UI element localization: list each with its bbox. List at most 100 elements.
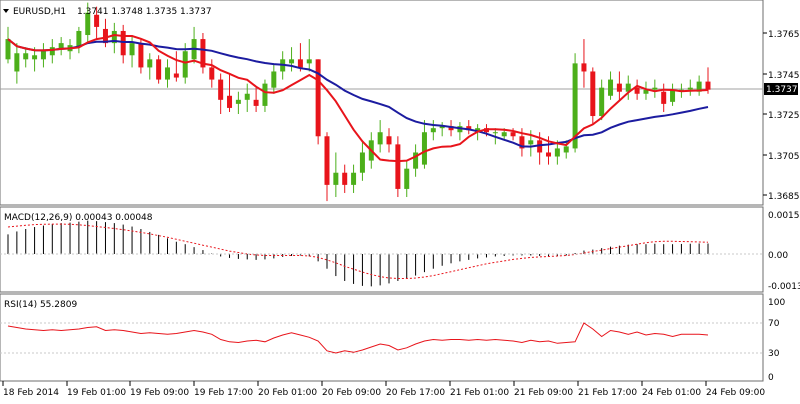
candle-body bbox=[76, 30, 82, 48]
candle-body bbox=[413, 152, 419, 169]
rsi-line bbox=[7, 322, 709, 354]
time-label: 24 Feb 09:00 bbox=[706, 388, 765, 398]
rsi-tick: 70 bbox=[768, 319, 780, 329]
candle-body bbox=[608, 79, 614, 96]
candle-body bbox=[271, 71, 277, 88]
candle-body bbox=[528, 140, 534, 145]
candle-body bbox=[359, 152, 365, 173]
time-label: 20 Feb 09:00 bbox=[322, 388, 381, 398]
triangle-down-icon[interactable] bbox=[3, 9, 9, 13]
current-price-tag bbox=[764, 83, 798, 95]
macd-tick: 0.00155 bbox=[768, 211, 800, 221]
macd-tick: 0.00 bbox=[768, 251, 788, 261]
candle-body bbox=[439, 126, 445, 129]
candle-body bbox=[510, 132, 516, 137]
time-label: 18 Feb 2014 bbox=[3, 388, 59, 398]
candle-body bbox=[546, 152, 552, 157]
candle-body bbox=[262, 83, 268, 106]
time-label: 21 Feb 17:00 bbox=[578, 388, 637, 398]
candle-body bbox=[173, 73, 179, 78]
candle-body bbox=[315, 59, 321, 137]
candle-body bbox=[138, 43, 144, 68]
rsi-tick: 0 bbox=[768, 373, 774, 383]
time-label: 20 Feb 17:00 bbox=[386, 388, 445, 398]
candle-body bbox=[342, 172, 348, 185]
candle-body bbox=[253, 99, 259, 106]
candle-body bbox=[164, 67, 170, 80]
candle-body bbox=[235, 99, 241, 104]
candle-body bbox=[581, 63, 587, 72]
candle-body bbox=[218, 79, 224, 100]
candle-body bbox=[324, 136, 330, 185]
current-price-value: 1.3737 bbox=[766, 85, 798, 95]
slow-moving-average-line bbox=[7, 38, 709, 148]
candle-body bbox=[102, 28, 108, 44]
candle-body bbox=[696, 81, 702, 92]
candle-body bbox=[351, 172, 357, 185]
candle-body bbox=[129, 43, 135, 56]
fast-moving-average-line bbox=[7, 33, 709, 163]
candle-body bbox=[200, 39, 206, 68]
time-label: 19 Feb 17:00 bbox=[194, 388, 253, 398]
candle-body bbox=[652, 87, 658, 90]
candle-body bbox=[32, 55, 38, 60]
price-tick: 1.3705 bbox=[768, 152, 800, 162]
candle-body bbox=[448, 126, 454, 131]
candle-body bbox=[670, 89, 676, 102]
candle-body bbox=[297, 59, 303, 68]
candle-body bbox=[616, 83, 622, 92]
price-tick: 1.3685 bbox=[768, 192, 800, 202]
time-label: 21 Feb 01:00 bbox=[450, 388, 509, 398]
candle-body bbox=[395, 144, 401, 189]
candle-body bbox=[111, 30, 117, 44]
candle-body bbox=[421, 132, 427, 165]
macd-pane[interactable] bbox=[0, 206, 764, 293]
ohlc-readout: 1.3741 1.3748 1.3735 1.3737 bbox=[77, 7, 212, 17]
candle-body bbox=[23, 53, 29, 60]
candle-body bbox=[5, 39, 11, 60]
candle-body bbox=[209, 67, 215, 80]
candle-body bbox=[492, 132, 498, 134]
candle-body bbox=[333, 172, 339, 185]
candle-body bbox=[430, 128, 436, 133]
candle-body bbox=[147, 59, 153, 68]
macd-tick: -0.00133 bbox=[768, 282, 800, 292]
candle-body bbox=[466, 126, 472, 131]
candle-body bbox=[501, 132, 507, 137]
candle-body bbox=[386, 136, 392, 145]
candle-body bbox=[306, 59, 312, 64]
price-tick: 1.3765 bbox=[768, 30, 800, 40]
rsi-indicator-label: RSI(14) 55.2809 bbox=[4, 300, 77, 310]
candle-body bbox=[58, 43, 64, 50]
candle-body bbox=[537, 140, 543, 153]
candle-body bbox=[643, 89, 649, 94]
candle-body bbox=[14, 53, 20, 72]
candle-body bbox=[590, 71, 596, 117]
candle-body bbox=[227, 95, 233, 108]
time-label: 19 Feb 01:00 bbox=[67, 388, 126, 398]
price-pane[interactable] bbox=[0, 0, 764, 206]
price-tick: 1.3725 bbox=[768, 111, 800, 121]
candle-body bbox=[687, 87, 693, 90]
candle-body bbox=[244, 93, 250, 100]
candle-body bbox=[289, 59, 295, 64]
rsi-tick: 100 bbox=[768, 298, 785, 308]
candle-body bbox=[120, 30, 126, 56]
candle-body bbox=[572, 63, 578, 149]
candle-body bbox=[404, 168, 410, 189]
candle-body bbox=[519, 136, 525, 149]
candle-body bbox=[563, 146, 569, 153]
candle-body bbox=[156, 59, 162, 80]
rsi-pane[interactable] bbox=[0, 293, 764, 382]
time-label: 19 Feb 09:00 bbox=[130, 388, 189, 398]
symbol-label: EURUSD,H1 bbox=[13, 7, 66, 17]
time-label: 21 Feb 09:00 bbox=[514, 388, 573, 398]
candle-body bbox=[40, 51, 46, 60]
candle-body bbox=[625, 83, 631, 92]
macd-histogram bbox=[7, 220, 709, 287]
price-tick: 1.3745 bbox=[768, 71, 800, 81]
candle-body bbox=[182, 51, 188, 78]
moving-averages bbox=[7, 33, 709, 163]
